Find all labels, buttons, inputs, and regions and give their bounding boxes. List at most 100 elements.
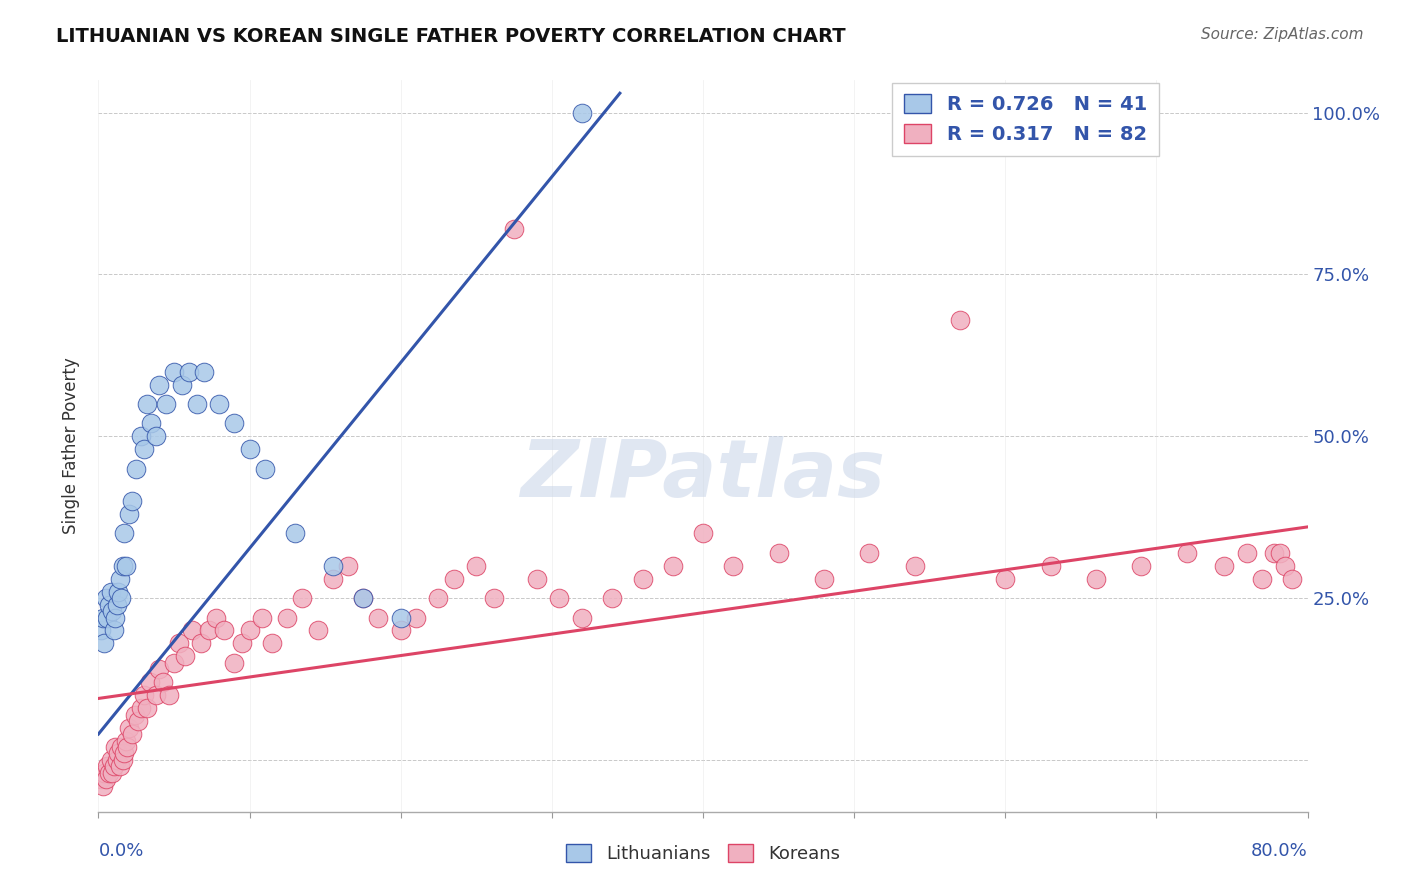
Point <box>90 772 112 787</box>
Point <box>571 105 593 120</box>
Point <box>170 377 193 392</box>
Point <box>405 610 427 624</box>
Point <box>100 584 122 599</box>
Point <box>389 610 412 624</box>
Y-axis label: Single Father Poverty: Single Father Poverty <box>62 358 80 534</box>
Point <box>389 624 412 638</box>
Point <box>93 765 115 780</box>
Point <box>124 707 146 722</box>
Point <box>112 747 135 761</box>
Point <box>135 397 157 411</box>
Point <box>112 526 135 541</box>
Point <box>322 558 344 573</box>
Point <box>1274 558 1296 573</box>
Point <box>224 656 246 670</box>
Point <box>114 558 136 573</box>
Point <box>661 558 683 573</box>
Point <box>949 312 972 326</box>
Point <box>96 759 118 773</box>
Point <box>484 591 506 606</box>
Point <box>98 598 121 612</box>
Point <box>904 558 927 573</box>
Legend: Lithuanians, Koreans: Lithuanians, Koreans <box>561 838 845 869</box>
Point <box>1039 558 1062 573</box>
Point <box>1263 546 1285 560</box>
Point <box>208 397 231 411</box>
Point <box>163 656 186 670</box>
Point <box>205 610 228 624</box>
Point <box>190 636 212 650</box>
Point <box>465 558 488 573</box>
Point <box>110 739 132 754</box>
Point <box>284 526 307 541</box>
Point <box>322 572 344 586</box>
Point <box>239 624 262 638</box>
Point <box>1251 572 1274 586</box>
Point <box>602 591 624 606</box>
Point <box>114 733 136 747</box>
Point <box>1085 572 1108 586</box>
Point <box>723 558 745 573</box>
Point <box>132 688 155 702</box>
Point <box>197 624 219 638</box>
Point <box>145 429 167 443</box>
Point <box>96 610 118 624</box>
Text: 80.0%: 80.0% <box>1251 842 1308 860</box>
Point <box>173 649 195 664</box>
Point <box>90 624 112 638</box>
Point <box>1236 546 1258 560</box>
Point <box>443 572 465 586</box>
Point <box>193 365 215 379</box>
Point <box>135 701 157 715</box>
Point <box>212 624 235 638</box>
Point <box>692 526 714 541</box>
Point <box>125 461 148 475</box>
Point <box>231 636 253 650</box>
Text: LITHUANIAN VS KOREAN SINGLE FATHER POVERTY CORRELATION CHART: LITHUANIAN VS KOREAN SINGLE FATHER POVER… <box>56 27 846 45</box>
Point <box>100 753 122 767</box>
Point <box>111 753 134 767</box>
Point <box>108 759 131 773</box>
Point <box>141 417 163 431</box>
Point <box>139 675 162 690</box>
Point <box>367 610 389 624</box>
Point <box>104 739 127 754</box>
Point <box>526 572 548 586</box>
Point <box>548 591 571 606</box>
Point <box>101 765 124 780</box>
Point <box>352 591 374 606</box>
Point <box>107 584 129 599</box>
Point <box>145 688 167 702</box>
Point <box>155 397 177 411</box>
Point <box>105 598 128 612</box>
Point <box>1281 572 1303 586</box>
Text: 0.0%: 0.0% <box>98 842 143 860</box>
Point <box>91 779 114 793</box>
Point <box>110 591 132 606</box>
Point <box>91 610 114 624</box>
Point <box>103 759 125 773</box>
Point <box>118 721 141 735</box>
Point <box>1213 558 1236 573</box>
Point <box>107 747 129 761</box>
Point <box>1270 546 1292 560</box>
Point <box>94 772 117 787</box>
Point <box>111 558 134 573</box>
Point <box>129 429 152 443</box>
Point <box>181 624 204 638</box>
Text: ZIPatlas: ZIPatlas <box>520 436 886 515</box>
Point <box>427 591 450 606</box>
Point <box>94 591 117 606</box>
Point <box>121 727 143 741</box>
Point <box>163 365 186 379</box>
Point <box>98 765 121 780</box>
Point <box>352 591 374 606</box>
Point <box>813 572 835 586</box>
Point <box>159 688 181 702</box>
Point <box>631 572 654 586</box>
Point <box>167 636 190 650</box>
Point <box>101 604 124 618</box>
Point <box>503 222 526 236</box>
Point <box>239 442 262 457</box>
Point <box>250 610 273 624</box>
